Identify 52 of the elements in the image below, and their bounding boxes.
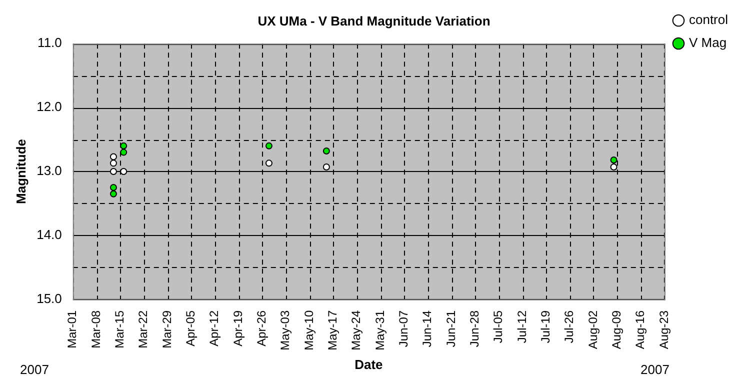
- point: [610, 156, 618, 164]
- point: [110, 190, 117, 198]
- x-tick-label: May-17: [326, 310, 340, 350]
- point: [110, 184, 117, 191]
- text: 2007: [640, 362, 670, 378]
- x-tick-label: Jun-28: [467, 310, 482, 348]
- x-tick-label: May-10: [302, 310, 316, 350]
- x-tick-label: Jun-07: [396, 310, 410, 348]
- y-tick-label: 11.0: [38, 35, 62, 50]
- legend-label: V Mag: [688, 35, 727, 50]
- x-tick-label: Aug-16: [633, 310, 648, 350]
- x-tick-label: Mar-08: [88, 310, 103, 348]
- point: [322, 164, 330, 171]
- point: [120, 142, 128, 150]
- x-tick-label: Aug-09: [609, 310, 624, 350]
- x-tick-label: Jul-12: [514, 310, 529, 344]
- point: [265, 142, 272, 150]
- point: [265, 160, 272, 167]
- x-tick-label: Mar-15: [112, 310, 127, 348]
- x-tick-label: Jul-26: [562, 310, 576, 344]
- point: [110, 160, 117, 167]
- x-tick-label: May-31: [372, 310, 387, 350]
- x-tick-label: Apr-12: [207, 310, 222, 346]
- point: [120, 148, 128, 156]
- y-axis-title: Magnitude: [13, 138, 28, 204]
- text: 2007: [20, 362, 49, 378]
- x-tick-label: May-24: [349, 310, 364, 350]
- chart-title: UX UMa - V Band Magnitude Variation: [258, 13, 490, 28]
- x-tick-label: Jul-19: [538, 310, 552, 344]
- x-tick-label: May-03: [278, 310, 292, 350]
- x-tick-label: Jul-05: [491, 310, 506, 344]
- x-tick-label: Mar-01: [65, 310, 80, 348]
- point: [110, 153, 117, 160]
- x-tick-label: Apr-26: [254, 310, 269, 346]
- x-tick-label: Aug-23: [656, 310, 671, 350]
- legend-label: control: [688, 12, 728, 28]
- y-tick-label: 15.0: [36, 290, 62, 306]
- point: [610, 164, 618, 171]
- x-tick-label: Apr-05: [184, 310, 198, 346]
- x-tick-label: Mar-29: [160, 310, 174, 348]
- point: [322, 148, 330, 155]
- x-tick-label: Mar-22: [136, 310, 150, 348]
- y-tick-label: 14.0: [36, 227, 62, 242]
- point: [110, 168, 117, 175]
- point: [120, 168, 128, 175]
- y-tick-label: 13.0: [36, 163, 62, 178]
- x-tick-label: Apr-19: [230, 310, 245, 346]
- x-tick-label: Aug-02: [586, 310, 600, 350]
- x-axis-title: Date: [354, 356, 383, 372]
- x-tick-label: Jun-14: [420, 310, 434, 348]
- x-tick-label: Jun-21: [444, 310, 458, 348]
- y-tick-label: 12.0: [36, 99, 62, 114]
